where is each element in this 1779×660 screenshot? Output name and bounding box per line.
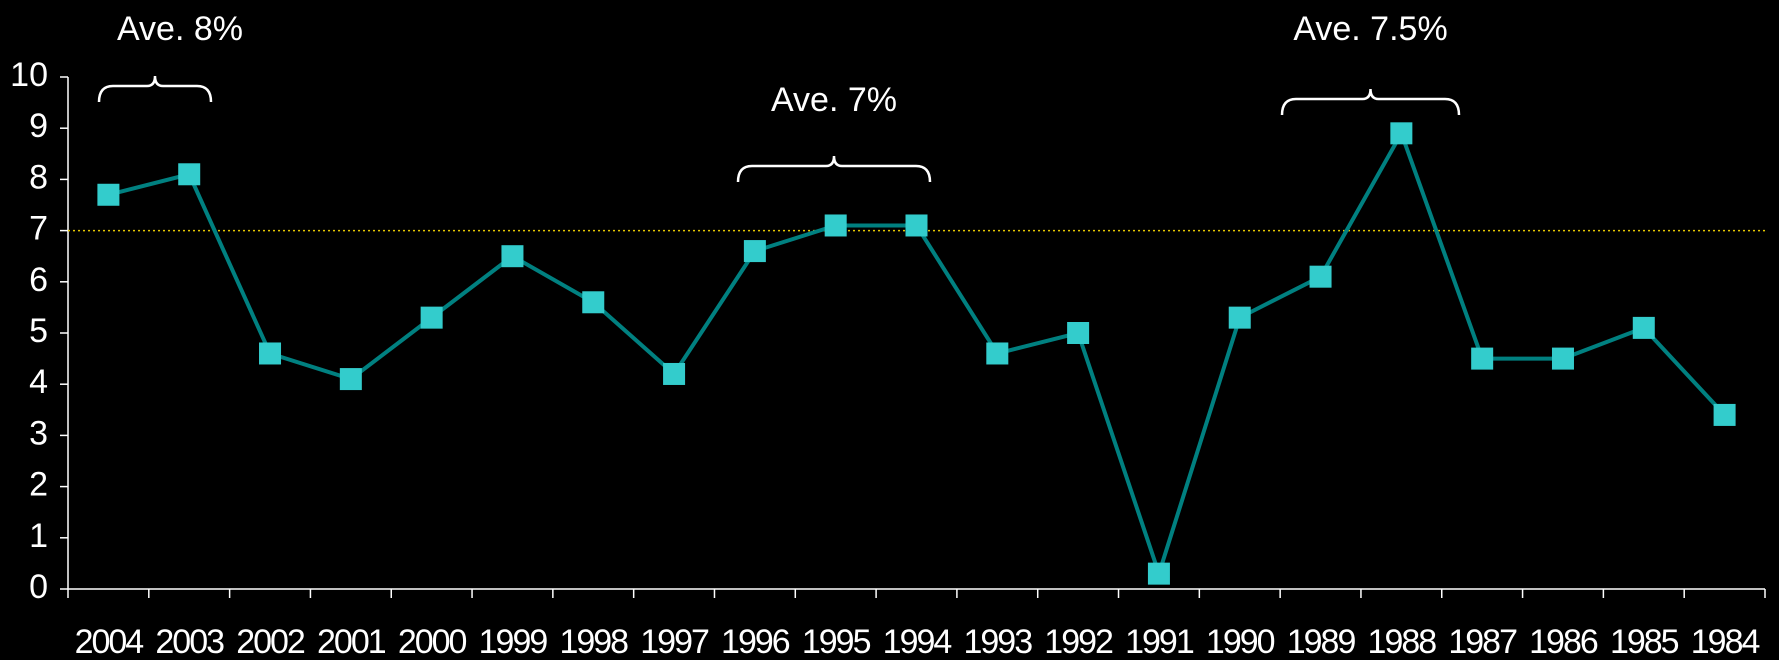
y-tick-label: 9 [29, 107, 48, 145]
marker [743, 240, 766, 263]
brace [736, 155, 932, 183]
marker [420, 306, 443, 329]
y-tick-label: 2 [29, 466, 48, 504]
marker [986, 342, 1009, 365]
x-tick-label: 1984 [1691, 623, 1760, 660]
annotation: Ave. 8% [117, 10, 243, 48]
x-tick-label: 1995 [802, 623, 871, 660]
x-tick-label: 1994 [883, 623, 952, 660]
marker [1713, 403, 1736, 426]
x-tick-label: 2002 [236, 623, 305, 660]
y-tick-label: 8 [29, 158, 48, 196]
x-tick-label: 1992 [1044, 623, 1113, 660]
x-tick-label: 1997 [640, 623, 709, 660]
marker [824, 214, 847, 237]
annotation: Ave. 7% [771, 81, 897, 119]
marker [1228, 306, 1251, 329]
y-tick-label: 5 [29, 312, 48, 350]
x-tick-label: 1989 [1287, 623, 1356, 660]
x-tick-label: 1999 [479, 623, 548, 660]
x-tick-label: 1985 [1610, 623, 1679, 660]
marker [1067, 322, 1090, 344]
brace [1280, 88, 1461, 116]
marker [1390, 122, 1413, 145]
x-tick-label: 1998 [559, 623, 628, 660]
y-tick-label: 7 [29, 210, 48, 248]
x-tick-label: 2000 [398, 623, 467, 660]
marker [1147, 562, 1170, 585]
x-tick-label: 1990 [1206, 623, 1275, 660]
marker [1471, 347, 1494, 370]
y-tick-label: 3 [29, 414, 48, 452]
marker [1309, 265, 1332, 288]
y-tick-label: 0 [29, 568, 48, 606]
marker [178, 163, 201, 186]
y-tick-label: 1 [29, 517, 48, 555]
marker [582, 291, 605, 314]
x-tick-label: 2003 [155, 623, 224, 660]
brace [97, 75, 213, 103]
x-tick-label: 1993 [963, 623, 1032, 660]
y-tick-label: 10 [10, 56, 48, 94]
marker [905, 214, 928, 237]
x-tick-label: 1987 [1448, 623, 1517, 660]
marker [259, 342, 282, 365]
x-tick-label: 2001 [317, 623, 386, 660]
marker [1632, 316, 1655, 339]
x-tick-label: 1986 [1529, 623, 1598, 660]
x-tick-label: 1991 [1125, 623, 1194, 660]
x-tick-label: 1988 [1368, 623, 1437, 660]
marker [1551, 347, 1574, 370]
marker [501, 245, 524, 268]
y-tick-label: 6 [29, 261, 48, 299]
annotation: Ave. 7.5% [1293, 10, 1447, 48]
marker [339, 368, 362, 391]
marker [97, 183, 120, 206]
x-tick-label: 2004 [75, 623, 144, 660]
y-tick-label: 4 [29, 363, 48, 401]
marker [663, 362, 686, 385]
x-tick-label: 1996 [721, 623, 790, 660]
